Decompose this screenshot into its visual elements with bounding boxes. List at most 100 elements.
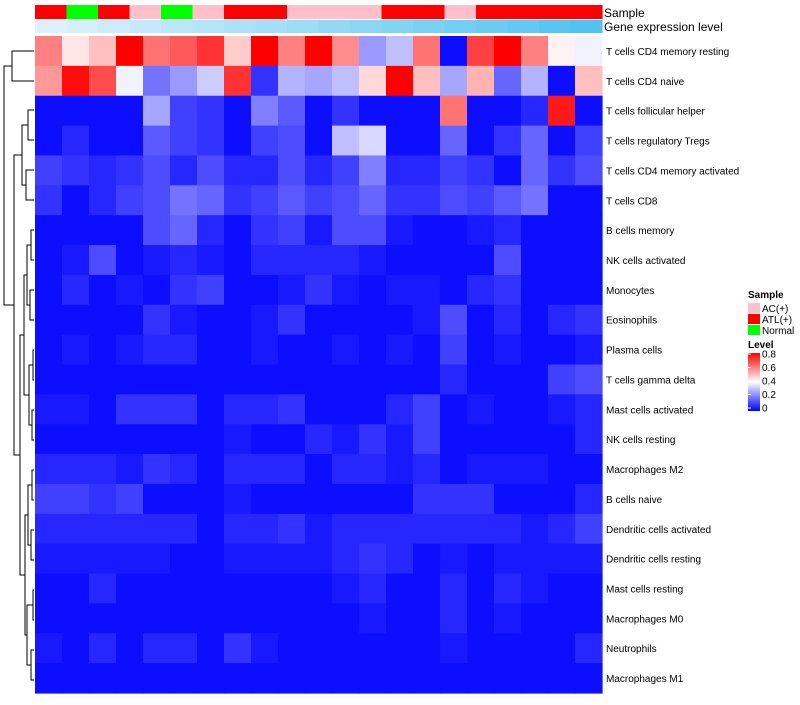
heatmap-cell	[548, 245, 576, 276]
heatmap-cell	[89, 274, 117, 306]
heatmap-cell	[359, 663, 387, 694]
heatmap-cell	[386, 65, 414, 97]
heatmap-cell	[413, 573, 441, 605]
heatmap-cell	[467, 125, 495, 157]
sample-annotation-cell	[66, 5, 99, 19]
heatmap-cell	[305, 394, 333, 425]
heatmap-cell	[413, 633, 441, 664]
heatmap-cell	[494, 394, 522, 425]
heatmap-cell	[359, 304, 387, 336]
heatmap-cell	[278, 215, 306, 246]
heatmap-cell	[386, 95, 414, 127]
heatmap-cell	[494, 513, 522, 545]
heatmap-cell	[278, 95, 306, 127]
sample-annotation-cell	[507, 5, 540, 19]
heatmap-cell	[521, 36, 549, 67]
heatmap-cell	[575, 245, 603, 276]
heatmap-cell	[575, 573, 603, 605]
heatmap-cell	[359, 274, 387, 306]
heatmap-cell	[359, 334, 387, 366]
legend-level-tick-label: 0.2	[762, 390, 776, 401]
heatmap-cell	[413, 304, 441, 336]
heatmap-cell	[386, 543, 414, 575]
heatmap-cell	[197, 513, 225, 545]
heatmap-cell	[440, 603, 468, 634]
heatmap-cell	[413, 334, 441, 366]
heatmap-cell	[278, 513, 306, 545]
heatmap-cell	[305, 334, 333, 366]
heatmap-cell	[278, 454, 306, 485]
legend-sample-label: AC(+)	[762, 304, 788, 315]
heatmap-cell	[575, 185, 603, 216]
heatmap-cell	[89, 543, 117, 575]
heatmap-cell	[359, 454, 387, 485]
heatmap-cell	[467, 513, 495, 545]
row-label: T cells CD4 memory activated	[606, 166, 739, 177]
heatmap-cell	[251, 663, 279, 694]
heatmap-cell	[197, 95, 225, 127]
heatmap-cell	[251, 155, 279, 186]
legend-level-ticks: 0.8 0.6 0.4 0.2 0	[748, 350, 776, 415]
heatmap-cell	[170, 334, 198, 366]
heatmap-cell	[143, 245, 171, 276]
heatmap-cell	[224, 364, 252, 395]
heatmap-cell	[332, 663, 360, 694]
heatmap-cell	[305, 663, 333, 694]
heatmap-cell	[548, 543, 576, 575]
heatmap-cell	[332, 274, 360, 306]
sample-annotation-cell	[224, 5, 257, 19]
heatmap-cell	[521, 454, 549, 485]
sample-annotation-cell	[318, 5, 351, 19]
heatmap-cell	[89, 394, 117, 425]
heatmap-cell	[170, 394, 198, 425]
heatmap-cell	[521, 274, 549, 306]
heatmap-cell	[251, 543, 279, 575]
heatmap-cell	[116, 65, 144, 97]
heatmap-cell	[170, 155, 198, 186]
heatmap-cell	[521, 424, 549, 455]
heatmap-cell	[521, 215, 549, 246]
heatmap-cell	[548, 364, 576, 395]
heatmap-cell	[35, 274, 63, 306]
heatmap-cell	[359, 215, 387, 246]
gene-expression-annotation-title: Gene expression level	[604, 20, 723, 34]
heatmap-cell	[440, 394, 468, 425]
heatmap-cell	[278, 36, 306, 67]
heatmap-cell	[89, 65, 117, 97]
heatmap-cell	[62, 274, 90, 306]
heatmap-cell	[143, 185, 171, 216]
row-label: Dendritic cells activated	[606, 525, 711, 536]
heatmap-cell	[494, 274, 522, 306]
heatmap-cell	[494, 245, 522, 276]
heatmap-cell	[143, 215, 171, 246]
heatmap-cell	[278, 663, 306, 694]
heatmap-cell	[575, 364, 603, 395]
sample-annotation-cell	[192, 5, 225, 19]
heatmap-cell	[413, 424, 441, 455]
heatmap-cell	[116, 394, 144, 425]
heatmap-cell	[332, 155, 360, 186]
heatmap-cell	[548, 65, 576, 97]
heatmap-cell	[548, 185, 576, 216]
gene-expression-annotation-cell	[192, 20, 225, 33]
heatmap-cell	[35, 513, 63, 545]
heatmap-cells	[35, 36, 603, 694]
sample-annotation-cell	[350, 5, 383, 19]
heatmap-cell	[278, 573, 306, 605]
heatmap-cell	[521, 185, 549, 216]
legend-sample-swatch	[748, 303, 760, 313]
heatmap-cell	[224, 334, 252, 366]
heatmap-cell	[494, 95, 522, 127]
heatmap-cell	[197, 663, 225, 694]
heatmap-cell	[251, 125, 279, 157]
heatmap-cell	[332, 543, 360, 575]
heatmap-cell	[359, 155, 387, 186]
heatmap-cell	[170, 274, 198, 306]
heatmap-cell	[224, 663, 252, 694]
heatmap-cell	[143, 424, 171, 455]
heatmap-cell	[278, 603, 306, 634]
heatmap-cell	[251, 65, 279, 97]
heatmap-cell	[35, 95, 63, 127]
legend-level-colorbar	[748, 353, 760, 411]
heatmap-cell	[35, 36, 63, 67]
